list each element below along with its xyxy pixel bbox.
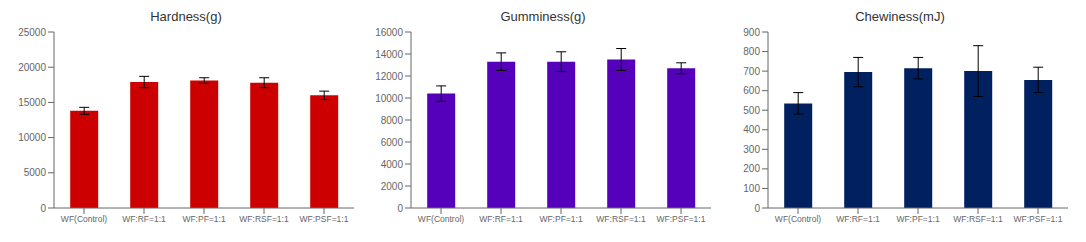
html-text:Chewiness(mJ): Chewiness(mJ) bbox=[855, 9, 945, 24]
svg-text:WF:RF=1:1: WF:RF=1:1 bbox=[122, 214, 166, 224]
svg-text:6000: 6000 bbox=[381, 137, 404, 148]
svg-text:200: 200 bbox=[743, 163, 760, 174]
svg-text:100: 100 bbox=[743, 183, 760, 194]
svg-text:WF:PF=1:1: WF:PF=1:1 bbox=[539, 214, 582, 224]
svg-text:WF(Control): WF(Control) bbox=[418, 214, 464, 224]
html-text:Hardness(g): Hardness(g) bbox=[150, 9, 222, 24]
svg-text:25000: 25000 bbox=[18, 27, 46, 38]
svg-text:0: 0 bbox=[397, 203, 403, 214]
svg-text:4000: 4000 bbox=[381, 159, 404, 170]
svg-text:10000: 10000 bbox=[375, 93, 403, 104]
svg-text:WF:RF=1:1: WF:RF=1:1 bbox=[836, 214, 880, 224]
svg-text:WF:PSF=1:1: WF:PSF=1:1 bbox=[300, 214, 349, 224]
svg-text:700: 700 bbox=[743, 66, 760, 77]
svg-text:16000: 16000 bbox=[375, 27, 403, 38]
svg-text:0: 0 bbox=[40, 203, 46, 214]
svg-text:15000: 15000 bbox=[18, 97, 46, 108]
svg-text:WF(Control): WF(Control) bbox=[61, 214, 107, 224]
svg-text:WF:PF=1:1: WF:PF=1:1 bbox=[896, 214, 939, 224]
svg-text:2000: 2000 bbox=[381, 181, 404, 192]
svg-text:0: 0 bbox=[754, 203, 760, 214]
svg-text:300: 300 bbox=[743, 144, 760, 155]
svg-text:20000: 20000 bbox=[18, 62, 46, 73]
svg-text:WF(Control): WF(Control) bbox=[775, 214, 821, 224]
svg-text:8000: 8000 bbox=[381, 115, 404, 126]
svg-text:WF:PSF=1:1: WF:PSF=1:1 bbox=[1014, 214, 1063, 224]
svg-text:WF:PF=1:1: WF:PF=1:1 bbox=[182, 214, 225, 224]
svg-text:600: 600 bbox=[743, 85, 760, 96]
svg-text:WF:RSF=1:1: WF:RSF=1:1 bbox=[596, 214, 646, 224]
svg-text:400: 400 bbox=[743, 124, 760, 135]
html-text:Gumminess(g): Gumminess(g) bbox=[500, 9, 586, 24]
svg-text:WF:RSF=1:1: WF:RSF=1:1 bbox=[239, 214, 289, 224]
svg-text:WF:PSF=1:1: WF:PSF=1:1 bbox=[657, 214, 706, 224]
svg-text:800: 800 bbox=[743, 46, 760, 57]
svg-text:WF:RSF=1:1: WF:RSF=1:1 bbox=[953, 214, 1003, 224]
svg-text:10000: 10000 bbox=[18, 132, 46, 143]
svg-text:500: 500 bbox=[743, 105, 760, 116]
svg-text:14000: 14000 bbox=[375, 49, 403, 60]
svg-text:12000: 12000 bbox=[375, 71, 403, 82]
svg-text:WF:RF=1:1: WF:RF=1:1 bbox=[479, 214, 523, 224]
svg-text:900: 900 bbox=[743, 27, 760, 38]
svg-text:5000: 5000 bbox=[24, 167, 47, 178]
